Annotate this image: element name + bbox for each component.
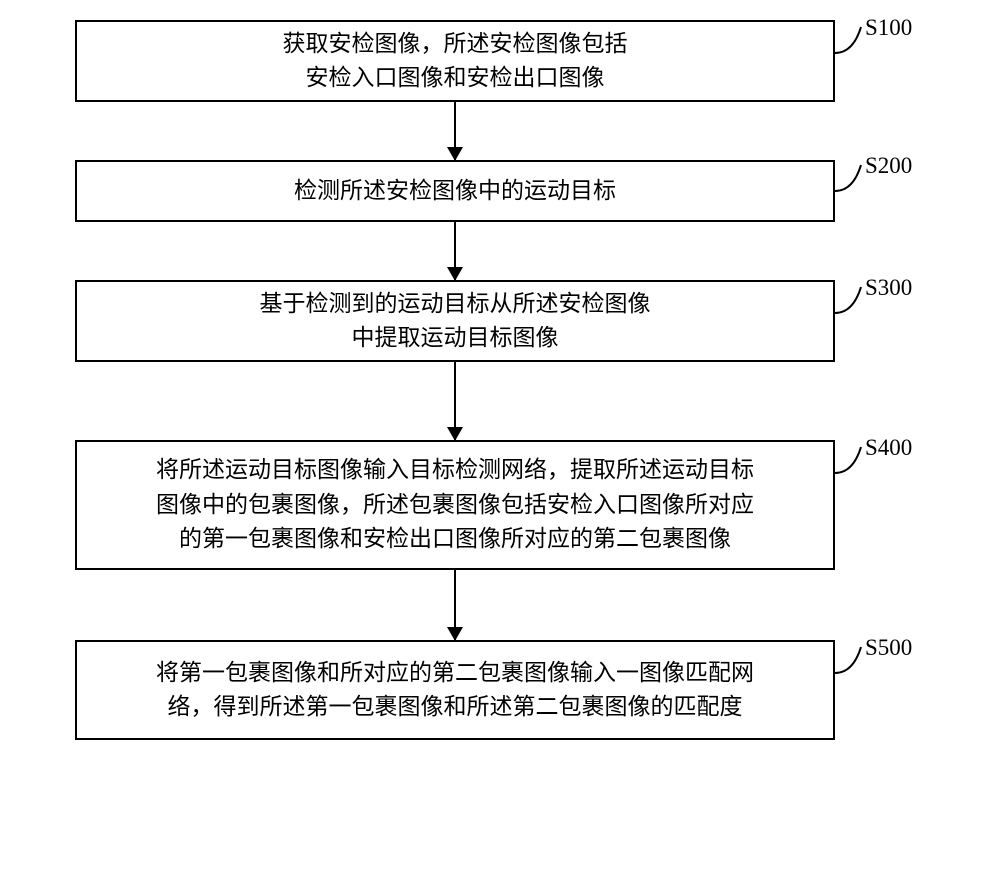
step-box-s500: 将第一包裹图像和所对应的第二包裹图像输入一图像匹配网 络，得到所述第一包裹图像和…	[75, 640, 835, 740]
step-label-s200: S200	[865, 153, 912, 179]
flowchart-container: 获取安检图像，所述安检图像包括 安检入口图像和安检出口图像 S100 检测所述安…	[75, 20, 925, 740]
step-label-s500: S500	[865, 635, 912, 661]
step-text-s300: 基于检测到的运动目标从所述安检图像 中提取运动目标图像	[260, 287, 651, 356]
step-label-s100: S100	[865, 15, 912, 41]
arrow-1	[75, 102, 835, 160]
step-text-s400: 将所述运动目标图像输入目标检测网络，提取所述运动目标 图像中的包裹图像，所述包裹…	[156, 453, 754, 557]
step-box-s400: 将所述运动目标图像输入目标检测网络，提取所述运动目标 图像中的包裹图像，所述包裹…	[75, 440, 835, 570]
step-box-s100: 获取安检图像，所述安检图像包括 安检入口图像和安检出口图像	[75, 20, 835, 102]
step-box-s300: 基于检测到的运动目标从所述安检图像 中提取运动目标图像	[75, 280, 835, 362]
arrow-4	[75, 570, 835, 640]
step-text-s100: 获取安检图像，所述安检图像包括 安检入口图像和安检出口图像	[283, 27, 628, 96]
step-label-s400: S400	[865, 435, 912, 461]
step-box-s200: 检测所述安检图像中的运动目标	[75, 160, 835, 222]
arrow-2	[75, 222, 835, 280]
step-text-s500: 将第一包裹图像和所对应的第二包裹图像输入一图像匹配网 络，得到所述第一包裹图像和…	[156, 656, 754, 725]
arrow-3	[75, 362, 835, 440]
step-text-s200: 检测所述安检图像中的运动目标	[294, 174, 616, 209]
step-label-s300: S300	[865, 275, 912, 301]
